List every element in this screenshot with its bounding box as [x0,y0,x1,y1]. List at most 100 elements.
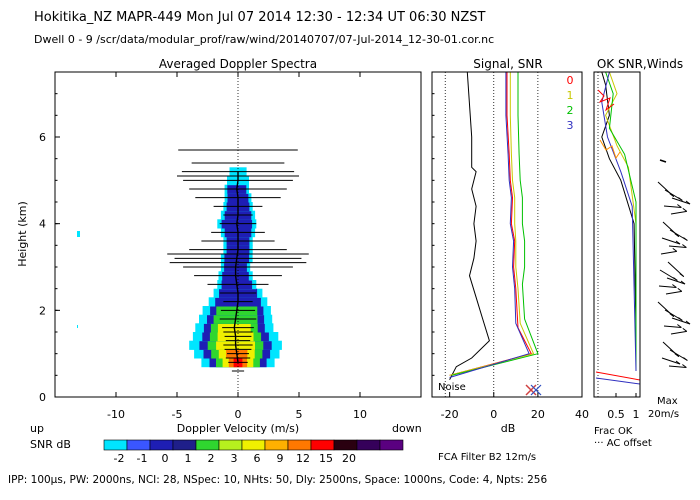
y-tick-label: 6 [39,131,46,144]
spectra-ylabel: Height (km) [16,201,29,267]
signal-plot-frame [431,71,583,398]
colorbar-swatch [356,439,381,451]
wind-vector [658,285,677,288]
wind-vector [659,159,667,163]
colorbar-tick-label: 6 [254,452,261,465]
colorbar-swatch [310,439,335,451]
ok-line-0 [601,71,637,371]
wind-vector-head [675,360,681,365]
x-tick-label: 10 [353,408,367,421]
wind-vector-head [669,313,675,318]
wind-vector [666,277,686,285]
ok-line-3 [601,71,637,372]
snr-line-3 [449,72,530,378]
wind-vector [661,237,681,245]
x-tick-label: -10 [107,408,125,421]
wind-vector-head [682,364,687,368]
wind-vector [663,325,682,328]
edge-mark [77,231,80,237]
colorbar-tick-label: 9 [277,452,284,465]
signal-xlabel: dB [501,422,516,435]
wind-vector-head [685,320,691,325]
wind-vector-head [683,237,688,241]
ok-line-2 [605,71,637,371]
wind-vector-head [677,324,682,328]
ok-title: OK SNR,Winds [597,57,683,71]
colorbar-swatch [218,439,243,451]
wind-vector-head [672,284,677,288]
frac-ok-label: Frac OK [594,426,633,437]
snr-line-0 [449,72,533,376]
wind-vector-head [669,193,675,198]
ac-offset-label: ··· AC offset [594,438,652,449]
x-tick-label: 20 [531,408,545,421]
legend-entry: 3 [567,119,574,132]
colorbar-tick-label: 2 [208,452,215,465]
snr-line-1 [449,72,535,376]
x-tick-label: 0.5 [607,408,625,421]
wind-vector-head [678,317,683,321]
wind-vector-head [682,244,687,248]
footer-params: IPP: 100μs, PW: 2000ns, NCI: 28, NSpec: … [8,474,548,486]
wind-vector-head [682,327,688,332]
colorbar-swatch [333,439,358,451]
wind-vector-head [673,277,678,281]
colorbar-tick-label: 20 [342,452,356,465]
x-tick-label: 1 [633,408,640,421]
wind-vector [671,197,691,205]
wind-vector [668,365,687,368]
spectra-title: Averaged Doppler Spectra [159,57,317,71]
colorbar-label: SNR dB [30,438,71,451]
wind-vector [670,210,687,215]
y-tick-label: 4 [39,218,46,231]
colorbar-tick-label: 3 [231,452,238,465]
wind-vector [668,245,687,248]
wind-vector-head [682,207,688,212]
wind-vector-head [679,273,685,278]
colorbar-swatch [195,439,220,451]
filter-label: FCA Filter B2 12m/s [438,452,536,463]
colorbar-swatch [126,439,151,451]
max-value: 20m/s [648,409,679,420]
wind-vector [661,357,681,365]
colorbar-swatch [172,439,197,451]
colorbar-tick-label: 1 [185,452,192,465]
wind-vector-head [672,247,678,252]
wind-vector [660,250,677,255]
wind-vector-head [680,280,686,285]
wind-vector-head [674,233,680,238]
x-tick-label: 0 [490,408,497,421]
wind-vector-head [683,357,688,361]
spectra-panel: -10 -5 0 5 10 0 2 4 6 Averaged Doppler Spectra D… [16,57,422,435]
dwell-subtitle: Dwell 0 - 9 /scr/data/modular_prof/raw/w… [34,33,495,46]
colorbar-tick-label: 12 [296,452,310,465]
legend-entry: 2 [567,104,574,117]
down-label: down [392,422,422,435]
wind-vector-head [677,287,683,292]
wind-vector-head [678,197,683,201]
x-tick-label: 0 [235,408,242,421]
legend-entry: 1 [567,89,574,102]
y-tick-label: 0 [39,391,46,404]
colorbar-tick-label: 15 [319,452,333,465]
colorbar-swatch [379,439,404,451]
wind-vector [663,205,682,208]
wind-vectors [657,159,691,368]
x-tick-label: -5 [172,408,183,421]
colorbar-swatch [149,439,174,451]
snr-colorbar: SNR dB -2 -1 0 1 2 3 6 9 12 15 20 [30,438,404,465]
wind-vector-head [675,240,681,245]
ok-line-3-bottom [595,377,641,385]
page-title: Hokitika_NZ MAPR-449 Mon Jul 07 2014 12:… [34,10,486,25]
max-label: Max [657,396,678,407]
ok-line-1-top [599,139,621,160]
wind-vector [665,290,682,295]
legend-entry: 0 [567,74,574,87]
colorbar-swatch [241,439,266,451]
colorbar-swatch [264,439,289,451]
snr-line-2 [451,72,539,376]
colorbar-swatch [287,439,312,451]
signal-snr-panel: -20 0 20 40 Signal, SNR dB Noise 0 1 2 3 [431,57,589,435]
ok-plot-frame [593,71,641,398]
